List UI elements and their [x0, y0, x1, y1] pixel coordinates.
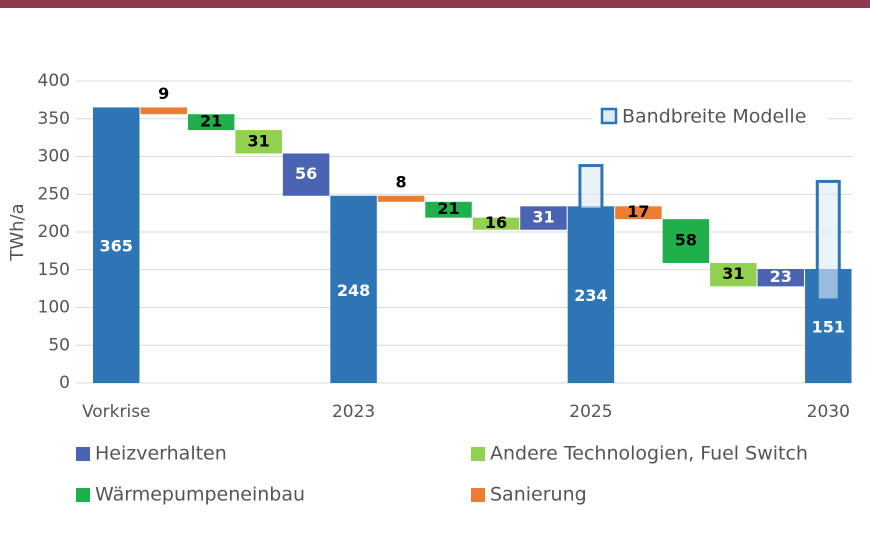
y-axis-label: TWh/a: [7, 203, 28, 261]
legend-label: Andere Technologien, Fuel Switch: [490, 443, 808, 465]
y-tick-label: 150: [38, 260, 70, 280]
bar: [472, 217, 520, 230]
value-label: 58: [675, 231, 697, 250]
value-label: 21: [200, 112, 222, 131]
value-label: 31: [532, 208, 554, 227]
value-label: 234: [574, 286, 607, 305]
bar: [757, 268, 805, 287]
bar: [567, 206, 615, 383]
value-label: 31: [722, 264, 744, 283]
value-label: 248: [337, 281, 370, 300]
y-tick-label: 350: [38, 109, 70, 129]
bar: [377, 195, 425, 202]
y-tick-label: 400: [38, 71, 70, 91]
y-tick-label: 0: [59, 373, 70, 393]
top-banner: [0, 0, 870, 8]
bar: [615, 206, 662, 220]
legend-swatch: [471, 488, 485, 502]
value-label: 56: [295, 164, 317, 183]
legend-background: [592, 102, 828, 132]
value-label: 8: [395, 172, 406, 191]
legend-swatch: [600, 107, 618, 125]
band-range: [815, 179, 841, 302]
y-tick-label: 250: [38, 184, 70, 204]
y-tick-label: 50: [48, 335, 70, 355]
bar: [235, 130, 282, 154]
legend-swatch: [76, 488, 90, 502]
bar: [93, 107, 140, 384]
bar: [520, 206, 567, 230]
value-label: 17: [627, 202, 649, 221]
x-tick-label: 2025: [569, 402, 612, 422]
bar: [662, 219, 710, 263]
value-label: 365: [100, 237, 133, 256]
legend-label: Sanierung: [490, 484, 587, 506]
bar: [330, 195, 377, 383]
bar: [710, 262, 757, 287]
bar: [282, 153, 330, 196]
band-range: [578, 164, 604, 211]
y-tick-label: 300: [38, 147, 70, 167]
legend-swatch: [76, 447, 90, 461]
value-label: 9: [158, 84, 169, 103]
bar: [425, 201, 472, 218]
legend-label: Wärmepumpeneinbau: [95, 484, 305, 506]
x-tick-label: Vorkrise: [82, 402, 151, 422]
value-label: 23: [770, 267, 792, 286]
y-tick-label: 200: [38, 222, 70, 242]
bar: [187, 114, 235, 131]
x-tick-label: 2030: [807, 402, 850, 422]
bar: [140, 107, 187, 115]
value-label: 21: [437, 199, 459, 218]
x-tick-label: 2023: [332, 402, 375, 422]
legend-swatch: [471, 447, 485, 461]
legend-label: Bandbreite Modelle: [622, 106, 806, 128]
value-label: 16: [485, 213, 507, 232]
legend-label: Heizverhalten: [95, 443, 227, 465]
y-tick-label: 100: [38, 298, 70, 318]
value-label: 31: [248, 131, 270, 150]
value-label: 151: [812, 317, 845, 336]
